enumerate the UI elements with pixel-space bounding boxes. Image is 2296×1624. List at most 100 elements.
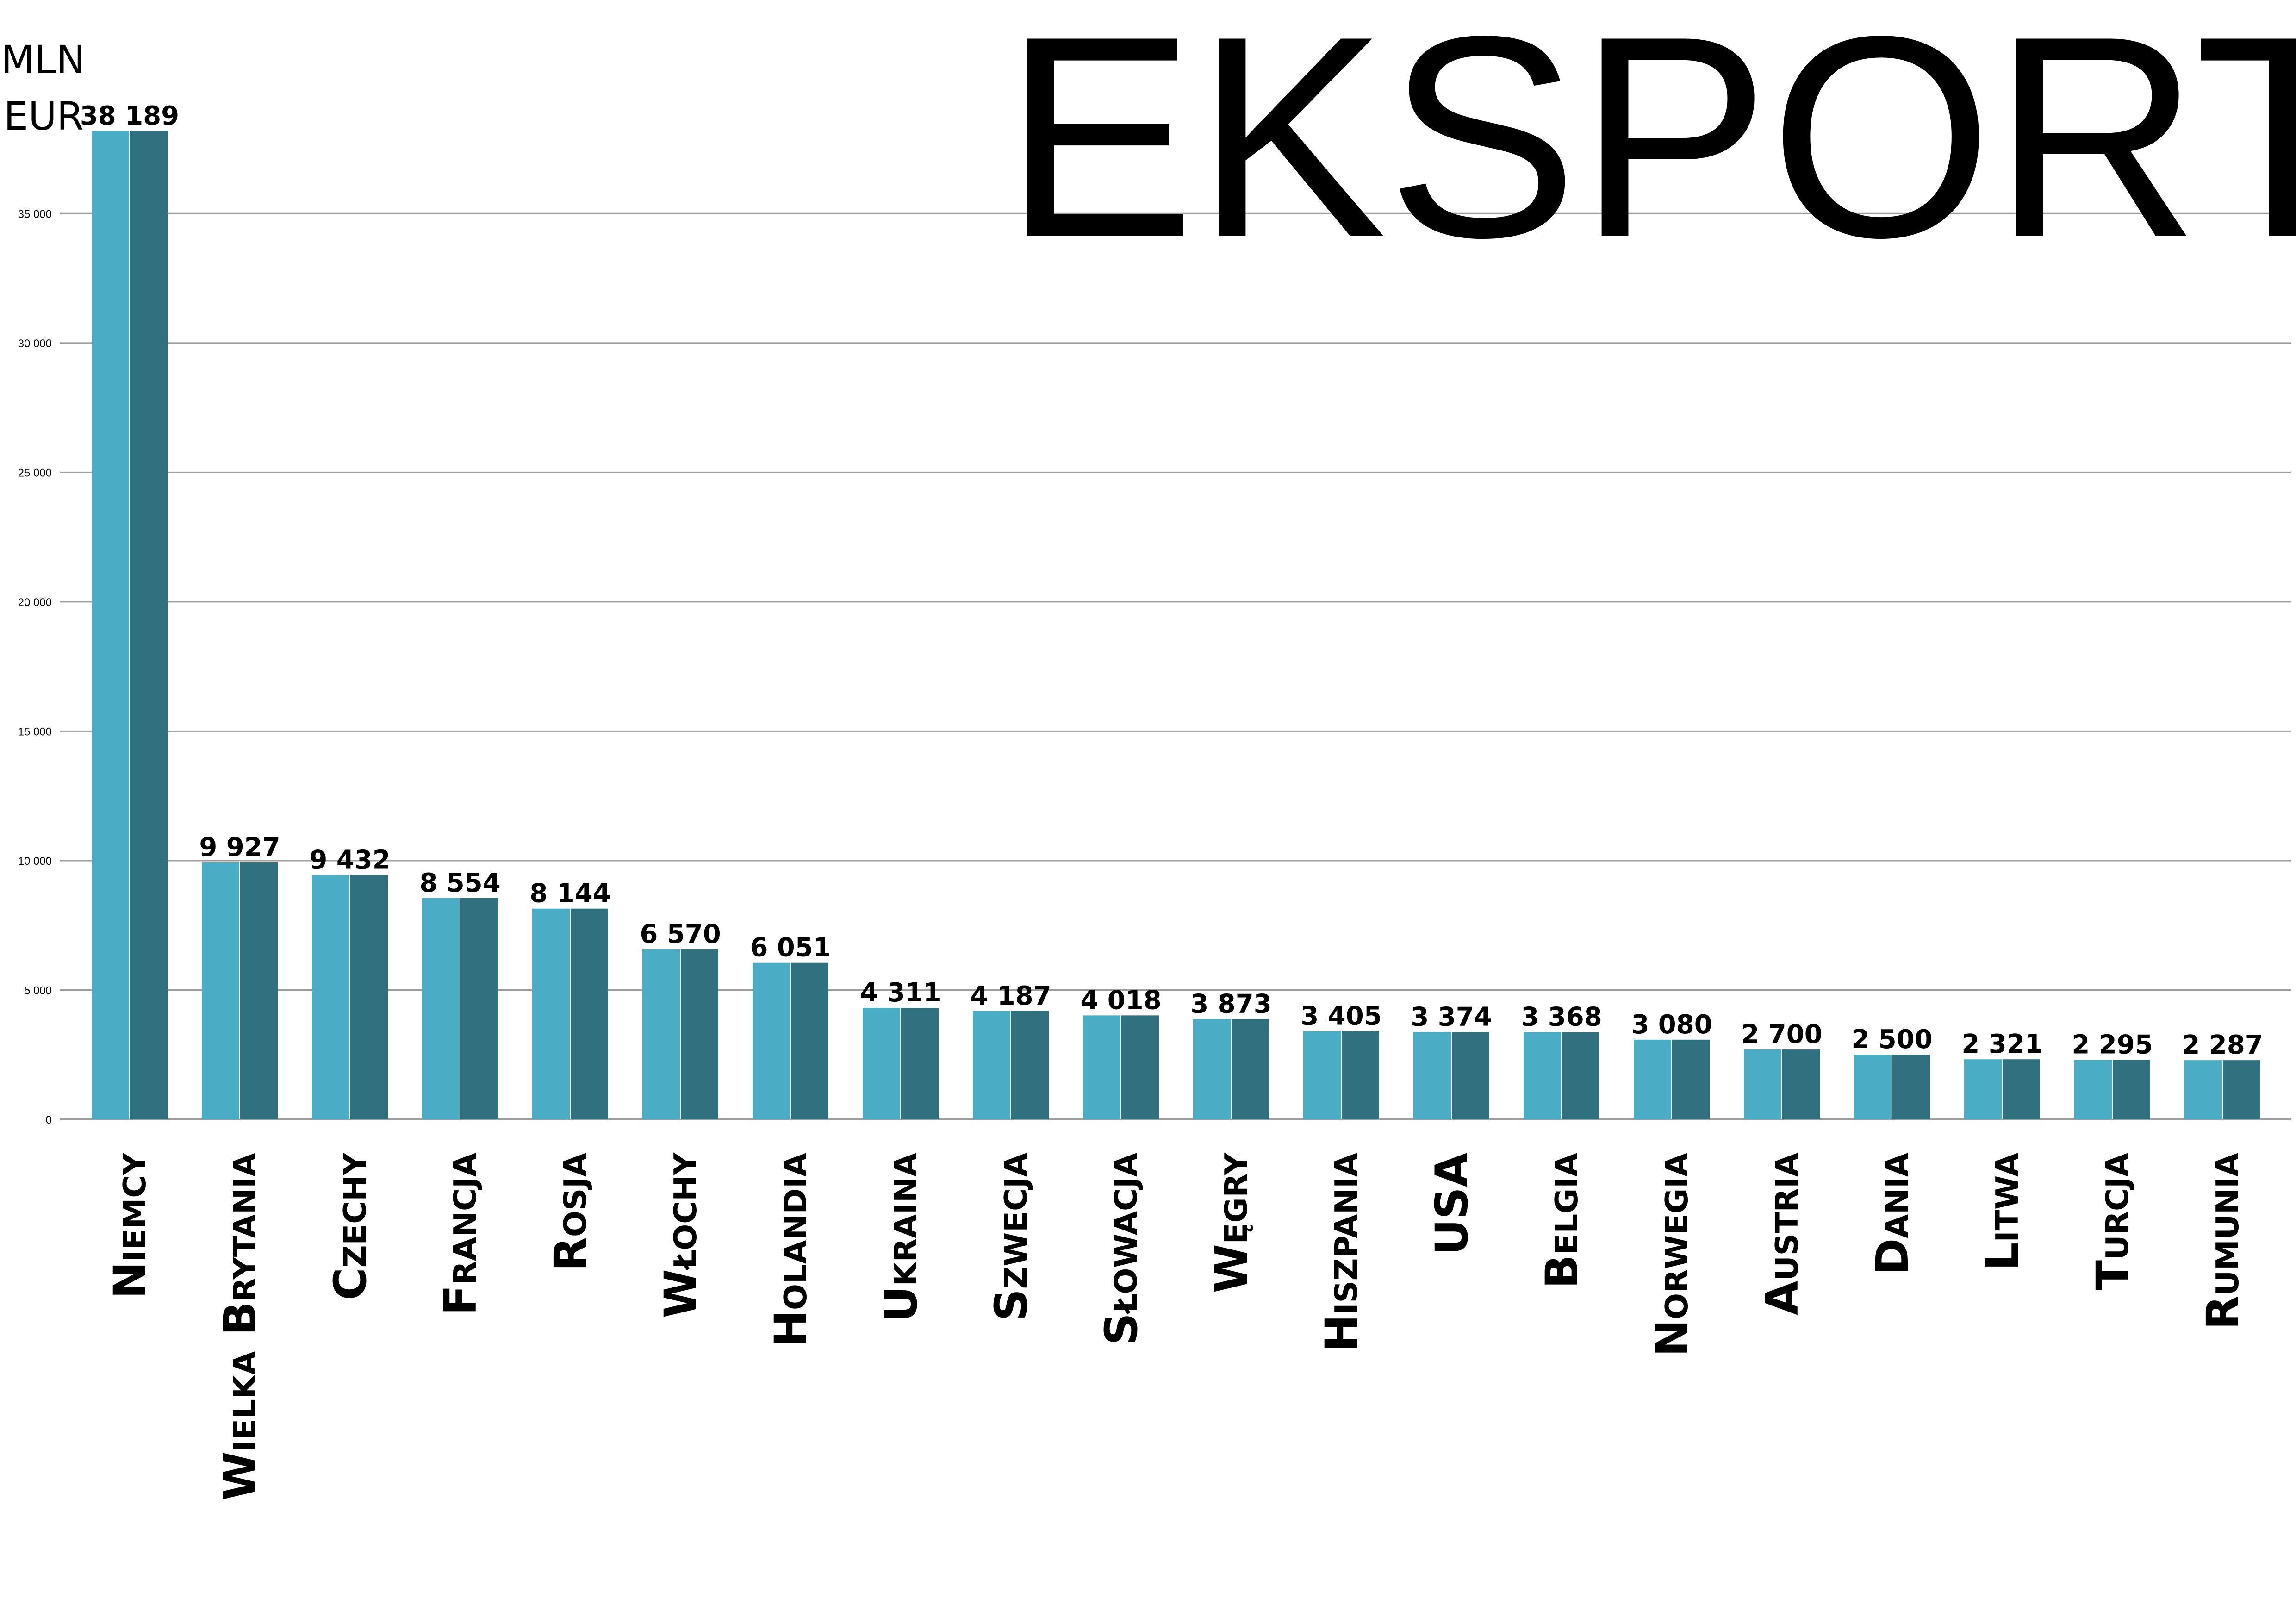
bar [2184,1060,2260,1119]
data-label: 3 374 [1411,1002,1492,1032]
bar [532,908,608,1119]
bar-front-face [1524,1032,1562,1119]
data-label: 2 700 [1741,1019,1822,1049]
bar-side-face [1011,1011,1049,1119]
bar-front-face [312,875,350,1119]
data-label: 6 051 [750,933,831,963]
bar-side-face [240,862,278,1119]
data-label: 38 189 [80,101,179,131]
x-tick-label: Holandia [765,1153,817,1347]
bar-front-face [1413,1032,1451,1119]
bar-side-face [1892,1055,1930,1119]
data-label: 3 873 [1190,989,1271,1019]
bar [973,1011,1049,1119]
bar [1303,1031,1379,1119]
bar-side-face [1121,1015,1159,1119]
data-label: 3 080 [1631,1010,1712,1040]
x-tick-label: Ukraina [875,1153,927,1322]
bar-side-face [460,898,498,1119]
x-tick-label: Litwa [1977,1153,2028,1271]
y-tick-label: 35 000 [18,208,52,220]
data-label: 2 287 [2182,1030,2263,1060]
x-tick-label: Francja [435,1153,486,1315]
x-tick-label: Rumunia [2197,1153,2249,1330]
y-tick-label: 25 000 [18,467,52,479]
data-label: 4 311 [860,978,941,1008]
x-tick-label: Wielka Brytania [214,1153,266,1500]
data-label: 3 368 [1521,1002,1602,1032]
bar-front-face [2184,1060,2222,1119]
bar [1854,1055,1930,1119]
bar-side-face [2002,1059,2040,1119]
bar [1524,1032,1599,1119]
data-label: 2 321 [1961,1029,2042,1059]
bar-side-face [570,908,608,1119]
bar [1964,1059,2040,1119]
bar [1634,1039,1710,1119]
y-tick-label: 30 000 [18,337,52,350]
bar-side-face [350,875,388,1119]
bar [753,962,828,1119]
unit-label-line-1: MLN [1,37,85,82]
bar-side-face [2112,1060,2150,1119]
bar-front-face [1083,1015,1121,1119]
x-tick-label: Włochy [655,1152,707,1318]
bar-side-face [1231,1019,1269,1119]
bar-side-face [790,962,828,1119]
x-tick-label: Węgry [1206,1152,1257,1293]
bar-front-face [1634,1039,1672,1119]
x-tick-label: USA [1426,1153,1478,1255]
x-tick-label: Czechy [324,1152,376,1300]
bar-front-face [753,962,790,1119]
data-label: 3 405 [1300,1001,1381,1031]
bar [1744,1049,1820,1119]
bar-side-face [130,131,168,1119]
bar [863,1007,939,1119]
bar-front-face [2074,1060,2112,1119]
bar [312,875,388,1119]
unit-label-line-2: EUR [4,94,84,139]
bar-front-face [202,862,240,1119]
data-label: 4 018 [1080,985,1161,1015]
data-label: 9 432 [309,845,390,875]
x-tick-label: Niemcy [104,1152,156,1299]
x-tick-label: Szwecja [985,1153,1037,1321]
bar-side-face [1672,1039,1710,1119]
x-tick-label: Norwegia [1646,1153,1698,1356]
x-tick-label: Hiszpania [1316,1153,1368,1352]
bar-front-face [1303,1031,1341,1119]
bar-front-face [1193,1019,1231,1119]
bar-side-face [901,1007,939,1119]
bar-front-face [1744,1049,1782,1119]
bar-side-face [680,949,718,1119]
x-tick-label: Belgia [1536,1153,1588,1289]
bar-side-face [1562,1032,1599,1119]
y-tick-label: 0 [46,1114,52,1126]
bar-front-face [973,1011,1011,1119]
x-tick-label: Słowacja [1095,1153,1147,1345]
bar-front-face [1854,1055,1892,1119]
data-label: 4 187 [970,981,1051,1011]
bar [202,862,278,1119]
bar-front-face [532,908,570,1119]
chart-title: EKSPORT [1004,0,2296,297]
bar [422,898,498,1119]
data-label: 6 570 [640,919,721,949]
y-tick-label: 5 000 [24,984,52,997]
y-tick-label: 15 000 [18,725,52,738]
bar-front-face [1964,1059,2002,1119]
bars [92,131,2260,1119]
bar-side-face [1451,1032,1489,1119]
y-axis-ticks: 0 5 000 10 000 15 000 20 000 25 000 30 000 35 0… [18,208,52,1126]
bar-side-face [1782,1049,1820,1119]
bar [1083,1015,1159,1119]
bar-front-face [642,949,680,1119]
bar-front-face [422,898,460,1119]
data-label: 8 144 [529,879,610,909]
bar-front-face [863,1007,901,1119]
category-labels: Niemcy Wielka Brytania Czechy Francja Rosja W… [104,1152,2249,1501]
data-label: 8 554 [419,868,500,898]
data-label: 2 295 [2072,1030,2153,1060]
x-tick-label: Turcja [2087,1153,2139,1291]
